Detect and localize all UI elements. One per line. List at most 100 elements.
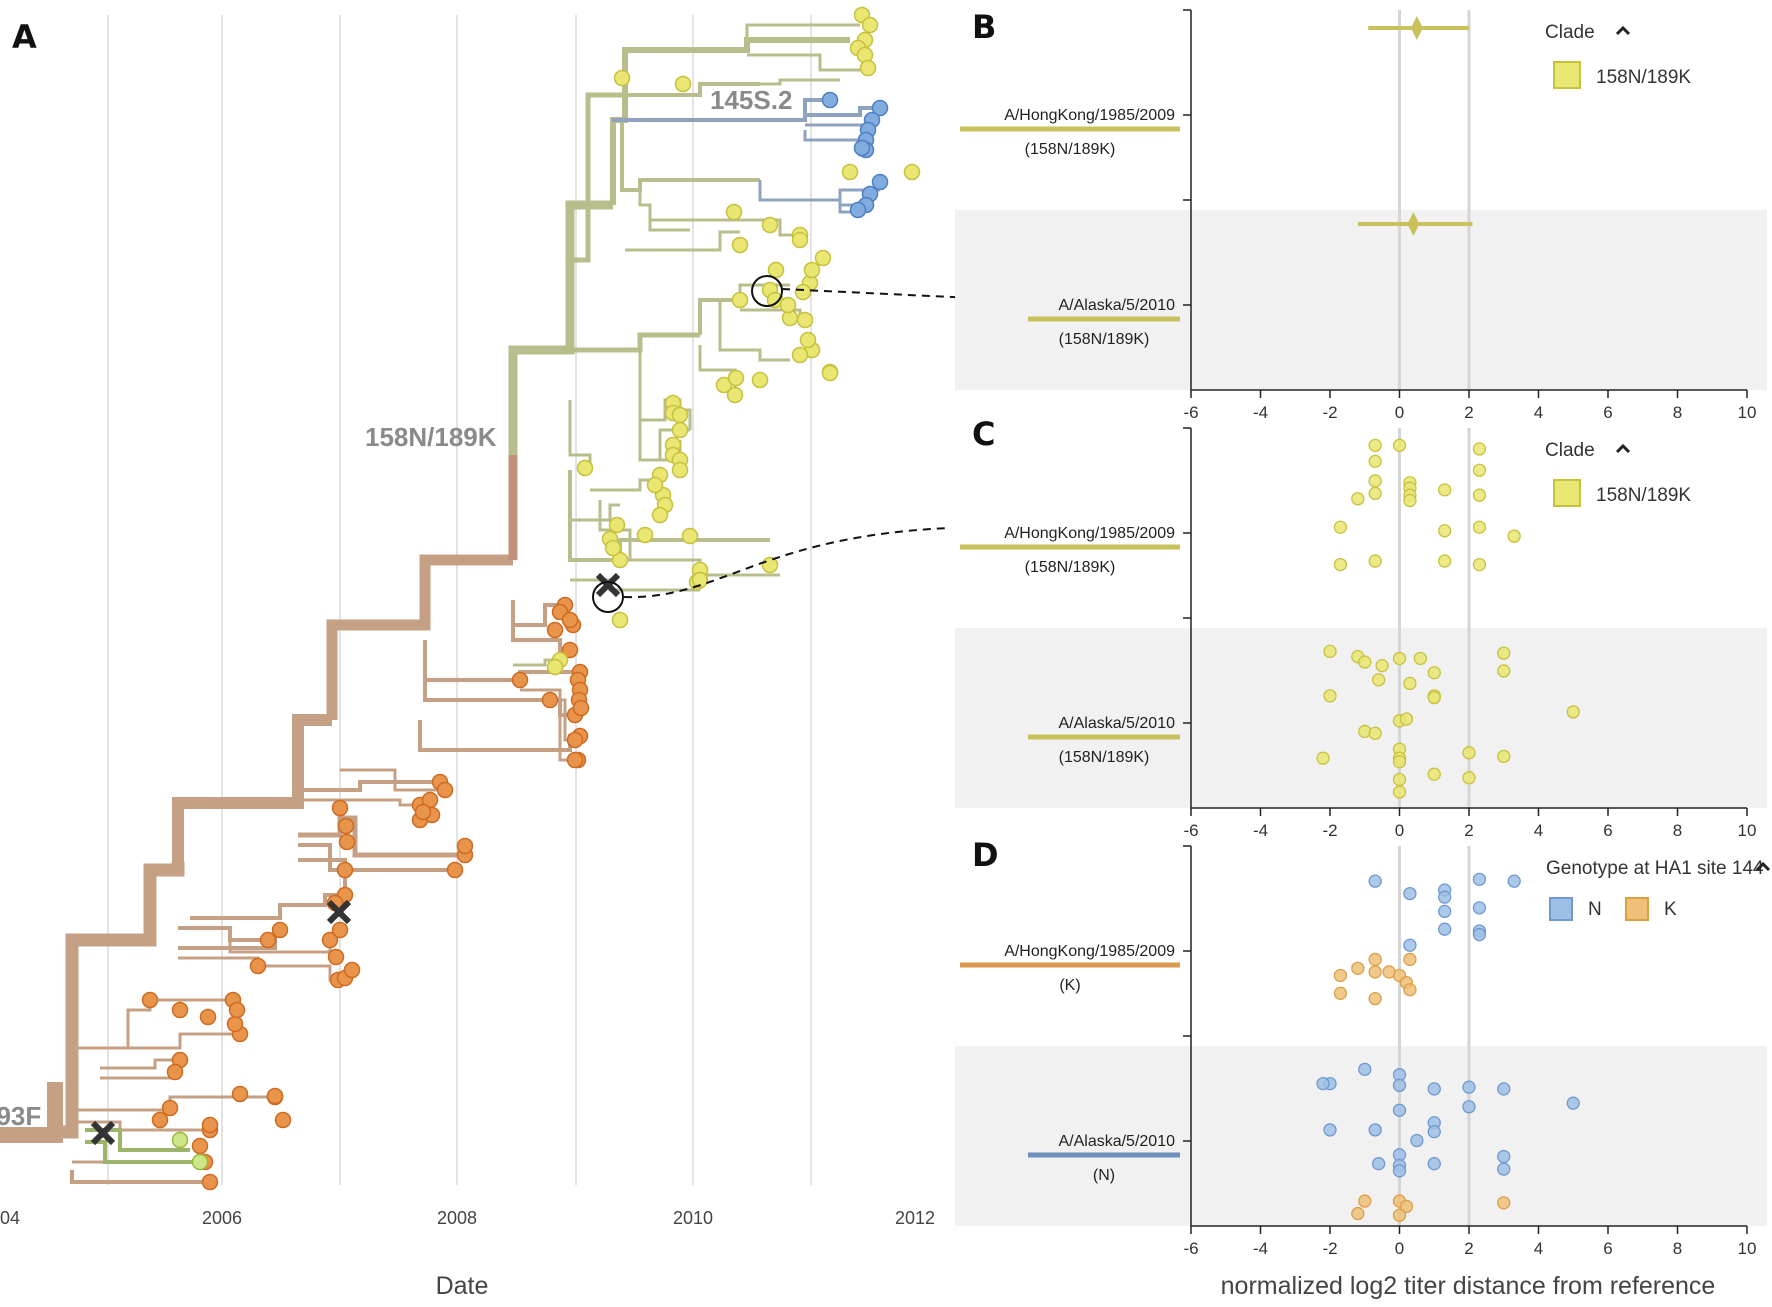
- titer-point: [1392, 651, 1407, 666]
- trunk-branch: [326, 554, 513, 720]
- tree-tip: [271, 921, 289, 939]
- titer-point: [1382, 965, 1396, 979]
- x-tick-label: 10: [1738, 403, 1757, 422]
- tree-tip: [791, 231, 809, 249]
- tree-branch: [100, 1058, 180, 1070]
- strain-label: A/HongKong/1985/2009: [1004, 107, 1175, 124]
- x-tick-label: -2: [1322, 1239, 1337, 1258]
- tree-tip: [141, 991, 159, 1009]
- legend-title: Clade: [1545, 22, 1595, 43]
- panel-c: C -6 -4 -2 0 2 4 6 8 10 A/HongKong/1985/2009 (158N…: [955, 415, 1767, 840]
- x-tick-label: 0: [1395, 403, 1404, 422]
- tree-tip: [608, 516, 626, 534]
- tree-branch: [340, 768, 445, 792]
- titer-point: [1462, 1080, 1476, 1094]
- titer-point: [1392, 1103, 1407, 1117]
- clade-label-145s2: 145S.2: [710, 85, 792, 115]
- titer-point: [1399, 712, 1414, 726]
- tree-branch: [128, 1032, 240, 1050]
- tree-tip: [821, 364, 839, 382]
- x-tick-label: -4: [1253, 403, 1268, 422]
- titer-point: [1462, 771, 1476, 785]
- tree-tip: [671, 461, 689, 479]
- titer-point: [1497, 646, 1511, 660]
- tree-tip: [791, 346, 809, 364]
- tree-branch: [620, 120, 760, 192]
- titer-point: [1368, 454, 1382, 469]
- tree-branch: [178, 926, 268, 942]
- tree-tip: [674, 75, 692, 93]
- x-tick-label: 8: [1673, 821, 1682, 840]
- chevron-up-icon: [1615, 25, 1631, 36]
- tree-tip: [338, 833, 356, 851]
- titer-point: [1368, 1123, 1382, 1137]
- clade-145-branch: [612, 98, 835, 122]
- titer-point: [1392, 438, 1407, 452]
- x-tick-label: -6: [1183, 1239, 1198, 1258]
- tree-tip: [191, 1153, 209, 1171]
- titer-point: [1472, 520, 1487, 534]
- tree-tip: [226, 1015, 244, 1033]
- tree-tip: [414, 803, 432, 821]
- titer-point: [1403, 938, 1417, 952]
- tree-branch: [568, 400, 592, 470]
- tree-tip: [566, 731, 584, 749]
- tree-tip: [171, 1001, 189, 1019]
- x-tick-label: 8: [1673, 403, 1682, 422]
- connector-line-alaska: [781, 288, 1016, 301]
- titer-point: [1399, 1199, 1414, 1214]
- titer-point: [1403, 983, 1417, 997]
- clade-158-branch: [622, 82, 760, 97]
- tree-tip: [436, 781, 454, 799]
- tree-tip: [796, 311, 814, 329]
- x-tick-label: 2: [1464, 821, 1473, 840]
- titer-point: [1333, 968, 1348, 983]
- tree-tip: [274, 1111, 292, 1129]
- tree-branch: [258, 964, 338, 982]
- titer-point: [1472, 557, 1487, 572]
- x-tick-label: 8: [1673, 1239, 1682, 1258]
- tree-tip: [651, 506, 669, 524]
- titer-point: [1372, 673, 1386, 687]
- x-tick-label: 4: [1534, 1239, 1543, 1258]
- titer-point: [1427, 666, 1441, 680]
- tree-tip: [727, 369, 745, 387]
- tree-tip: [761, 216, 779, 234]
- titer-point: [1323, 689, 1337, 703]
- mutation-x-marker: [595, 572, 621, 598]
- titer-point: [1316, 1076, 1330, 1091]
- x-tick-label: -6: [1183, 821, 1198, 840]
- tree-tip: [761, 556, 779, 574]
- tree-tip: [151, 1111, 169, 1129]
- tree-branch: [745, 23, 860, 40]
- tree-tip: [779, 296, 797, 314]
- titer-point: [1462, 746, 1476, 760]
- tree-tip: [636, 526, 654, 544]
- titer-point: [1497, 1196, 1511, 1210]
- clade-145-branch: [805, 106, 880, 117]
- x-stroke: [90, 1120, 116, 1146]
- mean-marker: [1407, 212, 1420, 236]
- tree-tip: [681, 527, 699, 545]
- tree-branch: [178, 956, 260, 966]
- x-tick-label: 0: [1395, 821, 1404, 840]
- titer-point: [1358, 1062, 1372, 1077]
- connector-line-hongkong: [623, 527, 951, 599]
- tree-tip: [541, 691, 559, 709]
- legend-entry: 158N/189K: [1596, 67, 1691, 88]
- tree-tip: [561, 611, 579, 629]
- tree-tip: [731, 236, 749, 254]
- tree-branch: [190, 893, 345, 920]
- titer-point: [1323, 644, 1337, 659]
- strain-label: A/HongKong/1985/2009: [1004, 943, 1175, 960]
- x-tick-label: 6: [1603, 1239, 1612, 1258]
- titer-point: [1368, 554, 1382, 568]
- titer-point: [1392, 755, 1407, 769]
- tree-tip: [161, 1099, 179, 1117]
- clade-158-branch: [570, 332, 700, 353]
- tree-tip: [725, 203, 743, 221]
- titer-point: [1403, 493, 1417, 508]
- tree-tip: [671, 421, 689, 439]
- titer-point: [1333, 986, 1348, 1000]
